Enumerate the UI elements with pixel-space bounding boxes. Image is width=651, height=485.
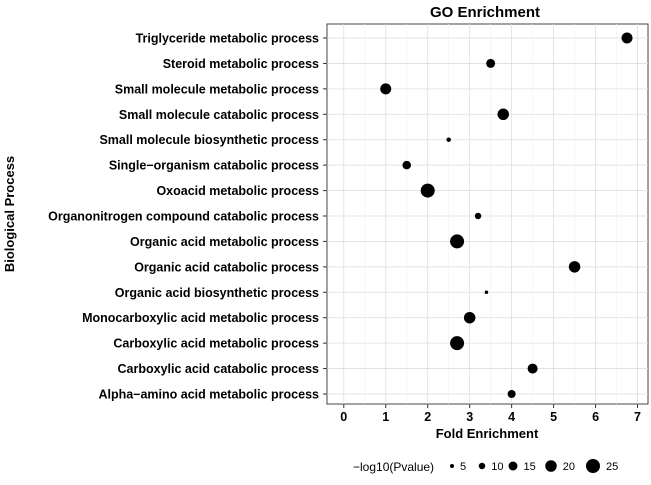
- data-point: [497, 108, 509, 121]
- size-legend: −log10(Pvalue) 5 10 15 20 25: [353, 459, 618, 474]
- category-label: Small molecule metabolic process: [115, 82, 319, 96]
- data-point: [486, 58, 496, 68]
- x-tick-label: 2: [424, 410, 431, 424]
- y-axis-label: Biological Process: [2, 156, 17, 272]
- category-label: Organonitrogen compound catabolic proces…: [48, 210, 319, 224]
- x-tick-label: 5: [550, 410, 557, 424]
- x-tick-label: 7: [634, 410, 641, 424]
- category-label: Oxoacid metabolic process: [156, 184, 319, 198]
- category-label: Small molecule catabolic process: [119, 108, 319, 122]
- data-point: [474, 212, 482, 220]
- data-point: [568, 261, 581, 273]
- data-point: [402, 160, 411, 170]
- legend-label: 10: [491, 461, 503, 473]
- x-axis-ticks: 0 1 2 3 4 5 6 7: [340, 404, 641, 424]
- data-point: [450, 234, 465, 249]
- chart-title: GO Enrichment: [430, 4, 540, 21]
- x-tick-label: 6: [592, 410, 599, 424]
- data-points: [380, 32, 633, 398]
- category-label: Organic acid biosynthetic process: [115, 286, 319, 300]
- data-point: [507, 390, 516, 398]
- x-axis-label: Fold Enrichment: [436, 426, 539, 441]
- legend-label: 5: [460, 461, 466, 473]
- legend-title: −log10(Pvalue): [353, 460, 434, 474]
- data-point: [463, 311, 476, 324]
- x-tick-label: 4: [508, 410, 515, 424]
- category-label: Carboxylic acid metabolic process: [113, 337, 319, 351]
- data-point: [420, 183, 435, 198]
- category-label: Organic acid metabolic process: [130, 235, 319, 249]
- data-point: [446, 137, 451, 142]
- category-label: Monocarboxylic acid metabolic process: [82, 311, 319, 325]
- x-tick-label: 1: [382, 410, 389, 424]
- data-point: [621, 32, 633, 44]
- category-label: Carboxylic acid catabolic process: [118, 362, 320, 376]
- legend-key: [478, 462, 486, 470]
- grid-lines: [327, 24, 648, 404]
- data-point: [450, 336, 465, 351]
- legend-label: 25: [606, 461, 618, 473]
- category-label: Small molecule biosynthetic process: [99, 133, 319, 147]
- category-labels: Triglyceride metabolic process Steroid me…: [48, 32, 327, 402]
- legend-key: [450, 464, 454, 468]
- legend-key: [545, 460, 557, 472]
- x-tick-label: 3: [466, 410, 473, 424]
- category-label: Single−organism catabolic process: [109, 159, 319, 173]
- data-point: [527, 363, 538, 374]
- legend-key: [508, 461, 518, 471]
- x-tick-label: 0: [340, 410, 347, 424]
- legend-label: 20: [563, 461, 575, 473]
- category-label: Triglyceride metabolic process: [136, 32, 319, 46]
- legend-key: [586, 459, 600, 473]
- plot-panel: [326, 23, 649, 405]
- category-label: Alpha−amino acid metabolic process: [98, 388, 319, 402]
- data-point: [484, 290, 489, 295]
- data-point: [380, 83, 392, 95]
- category-label: Organic acid catabolic process: [134, 260, 319, 274]
- legend-label: 15: [524, 461, 536, 473]
- category-label: Steroid metabolic process: [163, 57, 319, 71]
